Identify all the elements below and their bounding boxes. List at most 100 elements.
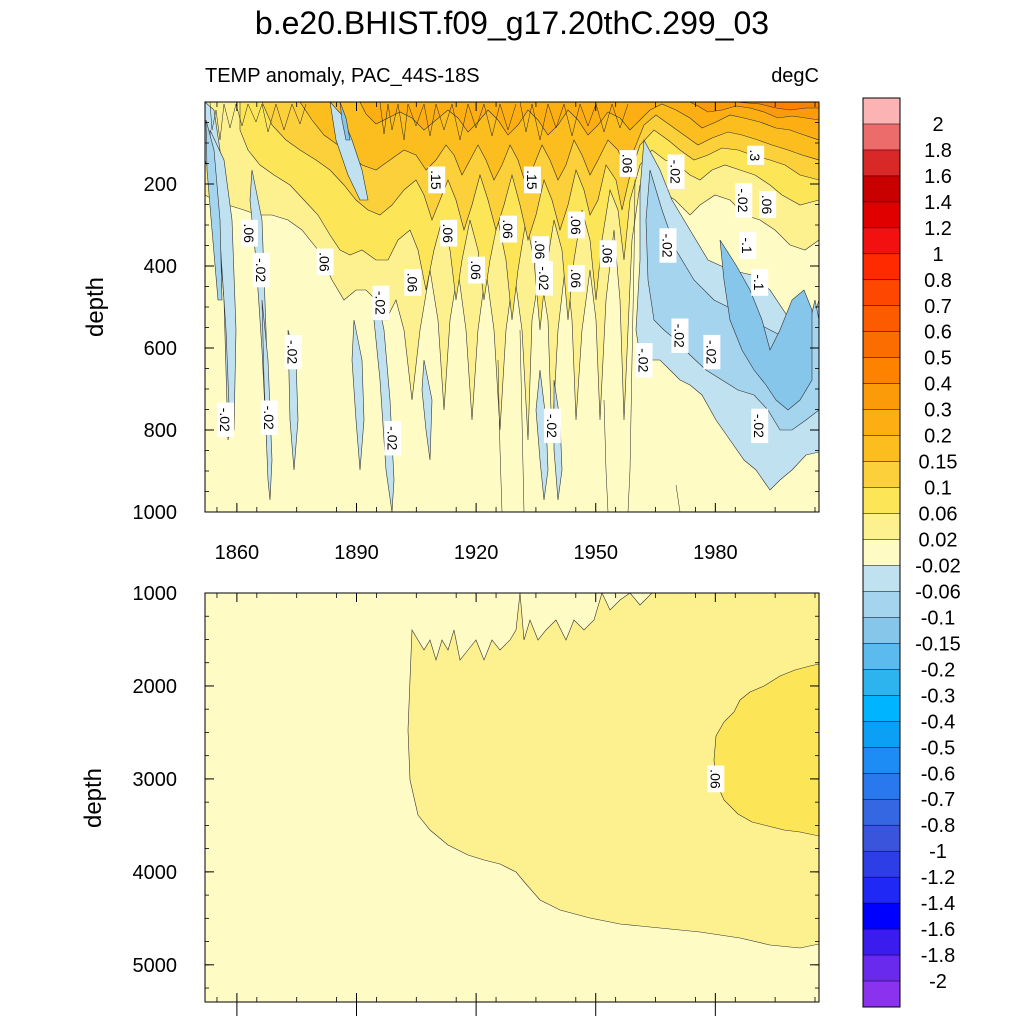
contour-label-bg bbox=[735, 183, 753, 218]
colorbar-label: 0.2 bbox=[924, 426, 952, 448]
contour-label-bg bbox=[619, 150, 637, 177]
colorbar-frame bbox=[862, 97, 901, 1008]
colorbar-swatch bbox=[863, 591, 900, 618]
contour-label-bg bbox=[372, 285, 390, 321]
colorbar: 2 1.8 1.6 1.4 1.2 1 0.8 0.7 0.6 0.5 0.4 0.3 0.2 0.15 0… bbox=[862, 97, 961, 1008]
colorbar-swatch bbox=[863, 513, 900, 540]
contour-label-text: .06 bbox=[568, 215, 584, 235]
contour-label-text: .06 bbox=[759, 195, 775, 215]
colorbar-swatch bbox=[863, 487, 900, 514]
colorbar-label: -0.15 bbox=[915, 633, 961, 655]
contour-label-bg bbox=[747, 145, 765, 165]
upper-axis-ticks: 200 400 600 800 1000 bbox=[133, 101, 819, 524]
colorbar-swatch bbox=[863, 903, 900, 930]
contour-label-bg bbox=[523, 166, 541, 194]
colorbar-swatch bbox=[863, 461, 900, 488]
colorbar-label: -0.7 bbox=[921, 789, 955, 811]
contour-label: .06 bbox=[316, 248, 334, 276]
x-tick-label: 1950 bbox=[573, 542, 618, 564]
contour-label-bg bbox=[428, 166, 446, 194]
contour-label: -.02 bbox=[703, 334, 721, 370]
y-tick-label: 600 bbox=[144, 338, 177, 360]
colorbar-swatch bbox=[863, 409, 900, 436]
contour-label-text: .06 bbox=[241, 223, 257, 243]
lower-fill-band-002 bbox=[407, 593, 819, 949]
colorbar-label: -1.6 bbox=[921, 919, 955, 941]
contour-label-text: -.02 bbox=[636, 348, 652, 372]
contour-label-text: -.02 bbox=[703, 340, 719, 364]
contour-label-bg bbox=[252, 252, 270, 288]
colorbar-label: -0.3 bbox=[921, 685, 955, 707]
colorbar-label: -0.6 bbox=[921, 763, 955, 785]
contour-label-text: .06 bbox=[404, 273, 420, 293]
contour-label-text: -.02 bbox=[253, 258, 269, 282]
contour-label-bg bbox=[751, 408, 769, 444]
contour-label-text: -.02 bbox=[261, 406, 277, 430]
contour-label: -.02 bbox=[384, 421, 402, 456]
contour-label-bg bbox=[703, 334, 721, 370]
colorbar-label: -0.8 bbox=[921, 815, 955, 837]
colorbar-swatch bbox=[863, 227, 900, 255]
contour-label-bg bbox=[500, 215, 518, 243]
contour-label-bg bbox=[707, 765, 725, 793]
colorbar-label: -0.4 bbox=[921, 711, 955, 733]
colorbar-swatch bbox=[863, 877, 900, 904]
colorbar-swatch bbox=[863, 175, 900, 203]
colorbar-swatch bbox=[863, 383, 900, 410]
colorbar-swatch bbox=[863, 929, 900, 956]
contour-label-bg bbox=[240, 219, 258, 247]
contour-label-text: .06 bbox=[568, 269, 584, 289]
colorbar-swatch bbox=[863, 747, 900, 774]
upper-y-axis-label: depth bbox=[82, 277, 109, 337]
chart-title: b.e20.BHIST.f09_g17.20thC.299_03 bbox=[255, 5, 769, 41]
contour-label-bg bbox=[567, 264, 585, 292]
x-tick-label: 1860 bbox=[215, 542, 260, 564]
colorbar-swatch bbox=[863, 851, 900, 878]
contour-label: .15 bbox=[428, 166, 446, 194]
colorbar-label: 1 bbox=[932, 244, 943, 266]
contour-label-bg bbox=[531, 236, 549, 264]
contour-label-text: -.02 bbox=[372, 291, 388, 315]
contour-label-text: .15 bbox=[428, 170, 444, 190]
contour-label: .06 bbox=[531, 236, 549, 264]
contour-label-text: -.02 bbox=[217, 408, 233, 432]
colorbar-label: 0.8 bbox=[924, 270, 952, 292]
chart-subtitle: TEMP anomaly, PAC_44S-18S bbox=[205, 65, 480, 87]
contour-label: -.1 bbox=[751, 268, 769, 296]
contour-label-text: .06 bbox=[707, 769, 723, 789]
contour-label: -.02 bbox=[260, 400, 278, 435]
upper-contour-field bbox=[205, 102, 819, 512]
upper-fill-band-020 bbox=[359, 102, 819, 141]
contour-label: .06 bbox=[240, 219, 258, 247]
colorbar-label: 1.4 bbox=[924, 192, 952, 214]
contour-label-text: .06 bbox=[440, 223, 456, 243]
colorbar-label: -1 bbox=[929, 841, 947, 863]
colorbar-label: -0.2 bbox=[921, 659, 955, 681]
colorbar-label: 0.4 bbox=[924, 374, 952, 396]
contour-label-text: -.02 bbox=[735, 188, 751, 212]
contour-label-text: -.02 bbox=[544, 414, 560, 438]
contour-label: .15 bbox=[523, 166, 541, 194]
contour-label-bg bbox=[384, 421, 402, 456]
colorbar-label: -0.5 bbox=[921, 737, 955, 759]
contour-label-text: -.02 bbox=[671, 324, 687, 348]
contour-label-text: -.02 bbox=[751, 414, 767, 438]
colorbar-label: 0.5 bbox=[924, 348, 952, 370]
y-tick-label: 4000 bbox=[133, 862, 178, 884]
lower-panel: 1000 2000 3000 4000 5000 .06 depth bbox=[80, 583, 820, 1016]
lower-fill-band-006 bbox=[713, 663, 819, 837]
colorbar-swatch bbox=[863, 305, 900, 333]
y-tick-label: 200 bbox=[144, 174, 177, 196]
contour-label: -.02 bbox=[671, 318, 689, 353]
contour-label: .06 bbox=[619, 150, 637, 177]
contour-label: -.02 bbox=[372, 285, 390, 321]
colorbar-swatch bbox=[863, 617, 900, 644]
upper-contour-labels: -.02 .06 -.02 -.02 -.02 .06 -.02 -.02 .06 .15 .06.… bbox=[216, 145, 777, 456]
colorbar-swatch bbox=[863, 825, 900, 852]
contour-label-text: -.02 bbox=[285, 340, 301, 364]
colorbar-label: 0.02 bbox=[919, 530, 958, 552]
y-tick-label: 5000 bbox=[133, 955, 178, 977]
contour-label-bg bbox=[739, 232, 757, 259]
contour-label: .06 bbox=[468, 256, 486, 284]
contour-label-text: .06 bbox=[468, 260, 484, 280]
